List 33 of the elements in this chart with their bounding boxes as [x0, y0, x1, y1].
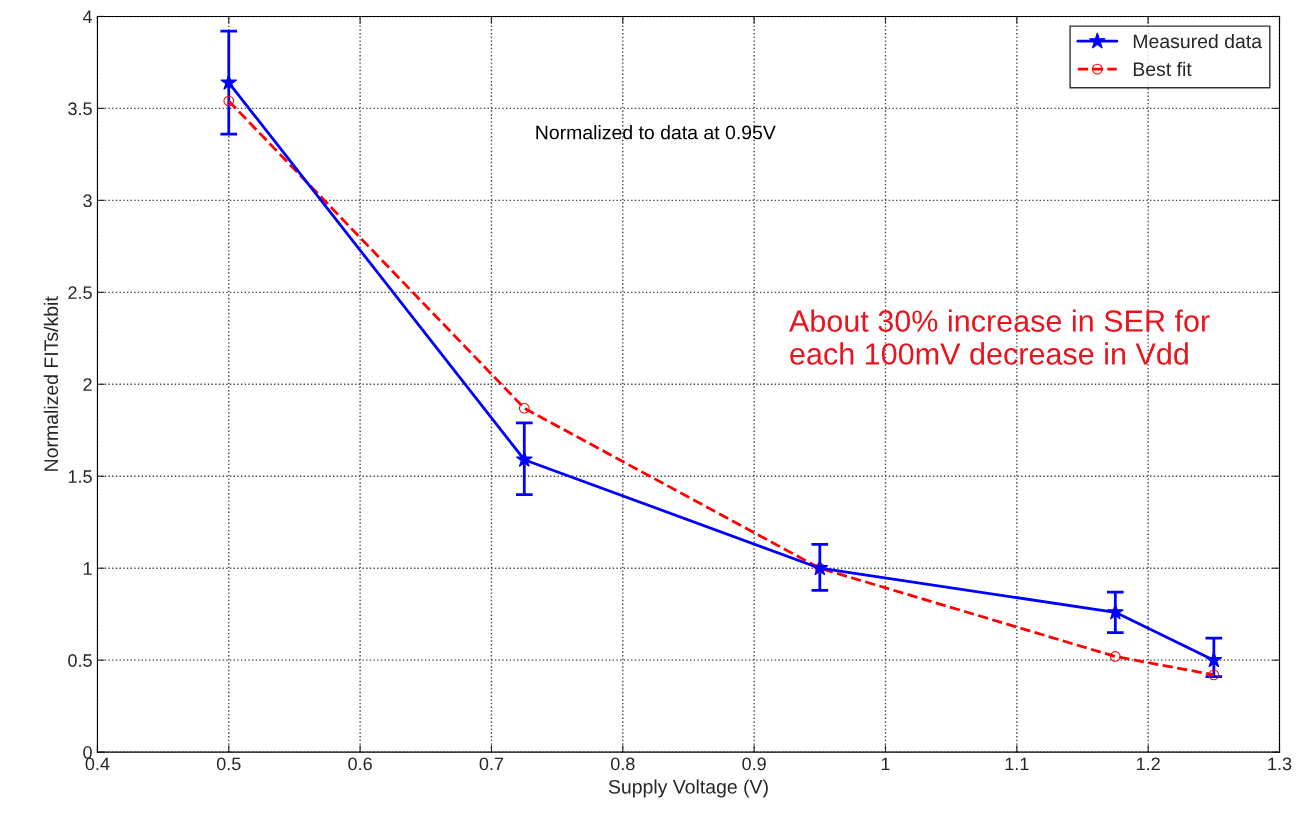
point — [515, 450, 533, 467]
x-tick-label: 0.5 — [216, 757, 241, 771]
y-axis-title: Normalized FITs/kbit — [43, 296, 59, 471]
legend-label: Measured data — [1133, 33, 1263, 49]
x-tick-label: 0.6 — [348, 757, 372, 771]
point — [1106, 603, 1124, 620]
point — [223, 95, 235, 107]
y-tick-label: 1 — [83, 562, 92, 575]
y-tick-label: 0 — [83, 746, 92, 759]
point — [518, 402, 530, 414]
y-tick-label: 3 — [83, 194, 92, 208]
y-tick-label: 1.5 — [68, 470, 92, 483]
x-tick-label: 1.1 — [1005, 757, 1029, 771]
annotation: About 30% increase in SER for each 100mV decrease in Vdd — [789, 309, 1210, 365]
annotation: Normalized to data at 0.95V — [536, 125, 776, 140]
point — [1205, 651, 1223, 668]
y-tick-label: 2 — [83, 378, 92, 391]
y-tick-label: 4 — [82, 10, 93, 23]
x-axis-title: Supply Voltage (V) — [608, 779, 768, 798]
x-tick-label: 1.3 — [1268, 757, 1292, 771]
x-tick-label: 0.7 — [479, 757, 504, 771]
x-tick-label: 0.8 — [610, 757, 635, 771]
y-tick-label: 0.5 — [68, 654, 92, 667]
x-tick-label: 0.9 — [742, 757, 766, 771]
point — [1208, 669, 1220, 681]
point — [220, 73, 238, 90]
y-tick-label: 2.5 — [68, 286, 92, 300]
y-tick-label: 3.5 — [68, 102, 92, 116]
legend-label: Best fit — [1133, 61, 1192, 77]
point — [1109, 651, 1121, 662]
x-tick-label: 1.2 — [1137, 757, 1160, 771]
x-tick-label: 1 — [881, 757, 890, 771]
x-tick-label: 0.4 — [85, 757, 110, 771]
